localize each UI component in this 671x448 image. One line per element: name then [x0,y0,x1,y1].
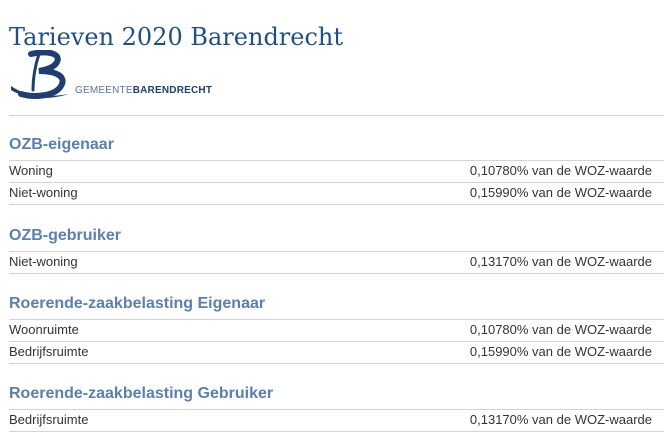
row-value: 0,10780% van de WOZ-waarde [469,322,652,337]
table-row: Niet-woning 0,13170% van de WOZ-waarde [9,251,664,274]
row-label: Woonruimte [9,322,79,337]
logo-wordmark: GEMEENTEBARENDRECHT [75,85,212,96]
table-row: Woning 0,10780% van de WOZ-waarde [9,160,664,182]
section-heading: Roerende-zaakbelasting Gebruiker [9,385,274,402]
divider [9,115,664,116]
section-heading: OZB-eigenaar [9,136,114,153]
section-roerende-zaakbelasting-gebruiker: Roerende-zaakbelasting Gebruiker Bedrijf… [9,383,664,432]
row-value: 0,13170% van de WOZ-waarde [469,254,652,269]
logo-wordmark-light: GEMEENTE [75,85,133,96]
barendrecht-b-logo-icon [11,49,69,99]
row-value: 0,10780% van de WOZ-waarde [469,163,652,178]
row-label: Bedrijfsruimte [9,412,89,427]
section-heading: OZB-gebruiker [9,227,122,244]
logo-wordmark-bold: BARENDRECHT [132,85,213,96]
row-label: Niet-woning [9,185,78,200]
row-value: 0,13170% van de WOZ-waarde [469,412,652,427]
row-label: Niet-woning [9,254,78,269]
section-ozb-gebruiker: OZB-gebruiker Niet-woning 0,13170% van d… [9,225,664,274]
gemeente-barendrecht-logo: GEMEENTEBARENDRECHT [9,49,224,106]
table-row: Bedrijfsruimte 0,13170% van de WOZ-waard… [9,409,664,432]
table-row: Niet-woning 0,15990% van de WOZ-waarde [9,182,664,205]
table-row: Woonruimte 0,10780% van de WOZ-waarde [9,319,664,341]
section-roerende-zaakbelasting-eigenaar: Roerende-zaakbelasting Eigenaar Woonruim… [9,293,664,364]
row-label: Bedrijfsruimte [9,344,89,359]
section-ozb-eigenaar: OZB-eigenaar Woning 0,10780% van de WOZ-… [9,134,664,205]
row-label: Woning [9,163,53,178]
table-row: Bedrijfsruimte 0,15990% van de WOZ-waard… [9,341,664,364]
page-title: Tarieven 2020 Barendrecht [9,23,344,52]
section-heading: Roerende-zaakbelasting Eigenaar [9,295,266,312]
row-value: 0,15990% van de WOZ-waarde [469,344,652,359]
row-value: 0,15990% van de WOZ-waarde [469,185,652,200]
